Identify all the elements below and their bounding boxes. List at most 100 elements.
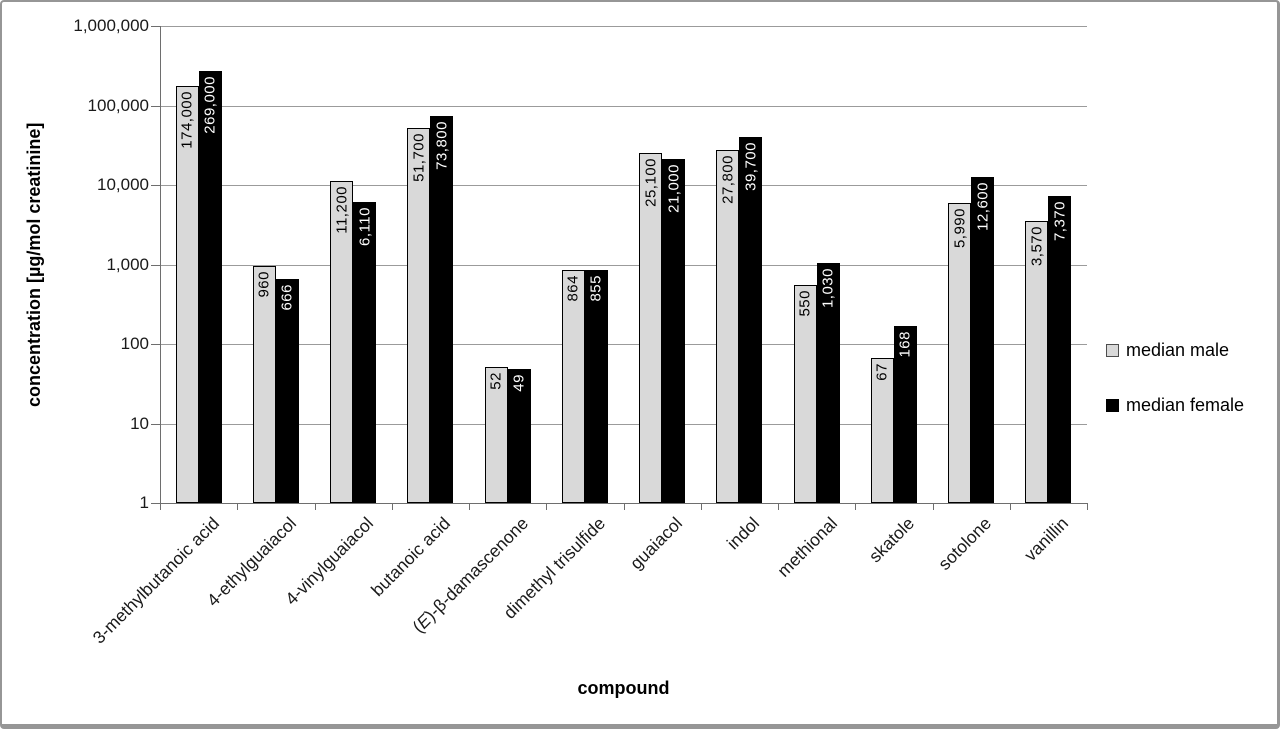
bar-median-female: 269,000 <box>198 71 222 503</box>
x-axis-tick <box>237 504 239 510</box>
gridline <box>160 26 1087 27</box>
x-category-label: indol <box>723 513 764 554</box>
gridline <box>160 344 1087 345</box>
bar-median-female: 855 <box>584 270 608 503</box>
bar-value-label: 855 <box>587 275 605 302</box>
bar-median-male: 51,700 <box>407 128 431 503</box>
bar-median-male: 52 <box>484 367 508 503</box>
bar-value-label: 49 <box>510 374 528 392</box>
bar-value-label: 550 <box>796 290 814 317</box>
bar-median-female: 73,800 <box>430 116 454 503</box>
bar-median-female: 7,370 <box>1048 196 1072 503</box>
x-axis-tick <box>546 504 548 510</box>
y-tick-label: 1,000,000 <box>73 16 149 35</box>
bar-median-male: 5,990 <box>948 203 972 503</box>
y-axis-tick <box>151 105 160 107</box>
bar-median-female: 12,600 <box>971 177 995 503</box>
x-axis-tick <box>160 504 161 510</box>
bar-value-label: 25,100 <box>642 158 660 207</box>
x-category-label: sotolone <box>934 513 996 574</box>
plot-area: 174,000 960 11,200 51,700 52 864 25,100 27,800 5… <box>160 26 1087 503</box>
x-axis-tick <box>1087 504 1088 510</box>
bar-value-label: 7,370 <box>1051 201 1069 242</box>
bar-value-label: 1,030 <box>819 268 837 309</box>
bar-median-female: 39,700 <box>739 137 763 503</box>
x-category-label: 3-methylbutanoic acid <box>88 513 223 648</box>
y-tick-label: 10 <box>130 413 149 433</box>
y-axis-tick <box>151 423 160 425</box>
x-axis-title: compound <box>577 678 670 698</box>
x-axis-line <box>160 503 1088 504</box>
bar-median-male: 67 <box>870 358 894 503</box>
y-axis-tick <box>151 344 160 345</box>
bar-median-male: 25,100 <box>639 153 663 503</box>
x-axis-tick <box>932 504 934 510</box>
x-category-label: guaiacol <box>626 513 687 574</box>
y-tick-label: 100 <box>120 334 149 353</box>
legend: median male median female <box>1106 339 1245 415</box>
gridline <box>160 185 1087 186</box>
legend-item-median-female: median female <box>1106 394 1245 415</box>
bar-value-label: 51,700 <box>410 133 428 182</box>
y-axis-tick <box>151 185 160 186</box>
x-axis-tick <box>1009 504 1011 510</box>
bar-value-label: 174,000 <box>178 91 196 149</box>
y-axis-line <box>160 26 161 504</box>
y-tick-label: 100,000 <box>87 95 149 115</box>
bar-median-male: 960 <box>252 266 276 503</box>
legend-label-female: median female <box>1126 394 1245 415</box>
bar-value-label: 12,600 <box>974 182 992 231</box>
bar-median-female: 1,030 <box>816 263 840 503</box>
gridline <box>160 423 1087 425</box>
bar-value-label: 27,800 <box>719 155 737 204</box>
bar-value-label: 73,800 <box>433 121 451 170</box>
bar-value-label: 168 <box>896 331 914 358</box>
bar-median-male: 174,000 <box>175 86 199 503</box>
gridline <box>160 105 1087 107</box>
x-axis-tick <box>855 504 857 510</box>
bar-value-label: 67 <box>873 363 891 381</box>
bar-value-label: 39,700 <box>742 142 760 191</box>
bar-value-label: 21,000 <box>665 164 683 213</box>
x-axis-tick <box>700 504 702 510</box>
y-axis-tick <box>151 26 160 27</box>
legend-item-median-male: median male <box>1106 339 1244 360</box>
x-axis-tick <box>469 504 470 510</box>
x-axis-tick <box>623 504 625 510</box>
y-tick-label: 1 <box>139 493 149 512</box>
female-series-swatch-icon <box>1106 398 1119 412</box>
gridline <box>160 264 1087 266</box>
y-axis-tick <box>151 503 160 504</box>
bar-value-label: 52 <box>487 372 505 390</box>
bar-median-male: 11,200 <box>330 181 354 503</box>
bar-value-label: 6,110 <box>356 207 374 246</box>
legend-label-male: median male <box>1126 339 1230 360</box>
bar-median-male: 27,800 <box>716 150 740 503</box>
bar-median-male: 864 <box>561 270 585 503</box>
x-category-label: methional <box>772 513 841 581</box>
bar-median-female: 21,000 <box>662 159 686 503</box>
bar-median-female: 168 <box>893 326 917 503</box>
bar-value-label: 5,990 <box>951 208 969 249</box>
bar-value-label: 666 <box>278 284 296 311</box>
y-tick-label: 10,000 <box>97 175 149 194</box>
male-series-swatch-icon <box>1106 343 1119 357</box>
bar-median-female: 666 <box>275 279 299 503</box>
bar-median-female: 49 <box>507 369 531 503</box>
bar-value-label: 3,570 <box>1028 226 1046 267</box>
x-category-label: vanillin <box>1020 513 1073 565</box>
x-axis-tick <box>778 504 779 510</box>
y-tick-label: 1,000 <box>106 254 149 274</box>
bar-value-label: 864 <box>564 275 582 302</box>
x-axis-tick <box>391 504 393 510</box>
bar-value-label: 269,000 <box>201 76 219 134</box>
bar-value-label: 11,200 <box>333 186 351 234</box>
bar-median-female: 6,110 <box>353 202 377 503</box>
y-axis-tick <box>151 264 160 266</box>
bar-value-label: 960 <box>255 271 273 298</box>
bar-median-male: 3,570 <box>1025 221 1049 503</box>
x-axis-tick <box>314 504 316 510</box>
bar-median-male: 550 <box>793 285 817 503</box>
